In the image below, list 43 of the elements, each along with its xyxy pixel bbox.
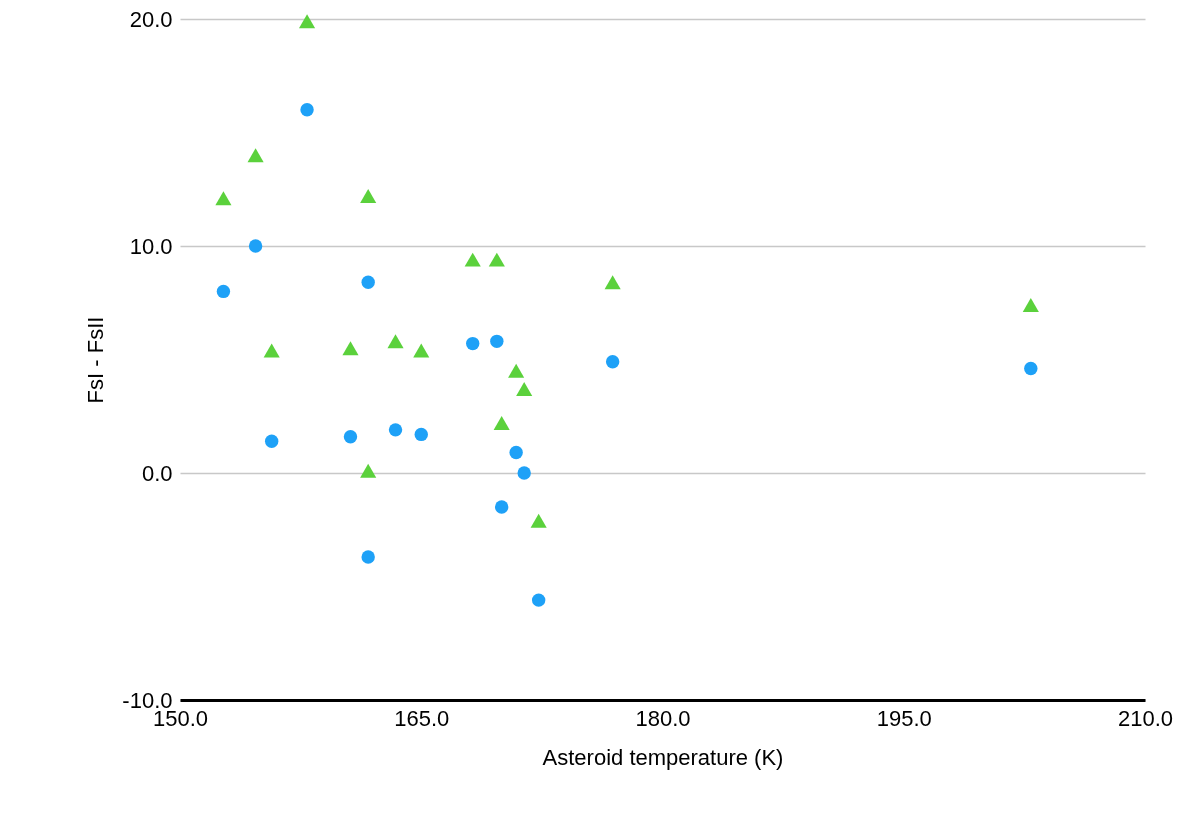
x-tick-label: 165.0	[394, 705, 450, 731]
point	[263, 343, 280, 358]
x-tick-label: 210.0	[1117, 705, 1174, 731]
point	[361, 550, 375, 564]
y-tick-label: 10.0	[129, 233, 173, 259]
point	[530, 513, 547, 528]
point	[387, 334, 404, 349]
y-axis-title: FsI - FsII	[83, 316, 109, 404]
point	[216, 284, 231, 299]
point	[343, 429, 358, 444]
point	[516, 382, 533, 396]
point	[388, 423, 403, 437]
point	[509, 445, 523, 460]
point	[494, 500, 509, 514]
point	[361, 275, 375, 290]
point	[247, 148, 264, 163]
point	[1022, 298, 1039, 312]
point	[488, 252, 505, 267]
point	[508, 363, 525, 378]
point	[604, 275, 621, 290]
point	[248, 239, 263, 253]
point	[605, 355, 620, 369]
point	[1024, 361, 1038, 376]
point	[531, 593, 546, 607]
point	[215, 191, 232, 206]
point	[300, 103, 314, 117]
x-axis-title: Asteroid temperature (K)	[542, 744, 784, 770]
point	[493, 416, 510, 431]
point	[413, 343, 430, 358]
point	[464, 252, 481, 267]
point	[490, 334, 504, 349]
x-tick-label: 195.0	[876, 705, 932, 731]
point	[414, 427, 428, 442]
x-tick-label: 180.0	[635, 705, 691, 731]
point	[517, 466, 531, 480]
point	[342, 341, 359, 356]
point	[466, 336, 480, 351]
point	[264, 434, 279, 448]
y-tick-label: 20.0	[129, 6, 173, 32]
y-tick-label: 0.0	[141, 460, 173, 486]
point	[299, 14, 316, 29]
point	[360, 189, 377, 204]
point	[360, 463, 377, 478]
